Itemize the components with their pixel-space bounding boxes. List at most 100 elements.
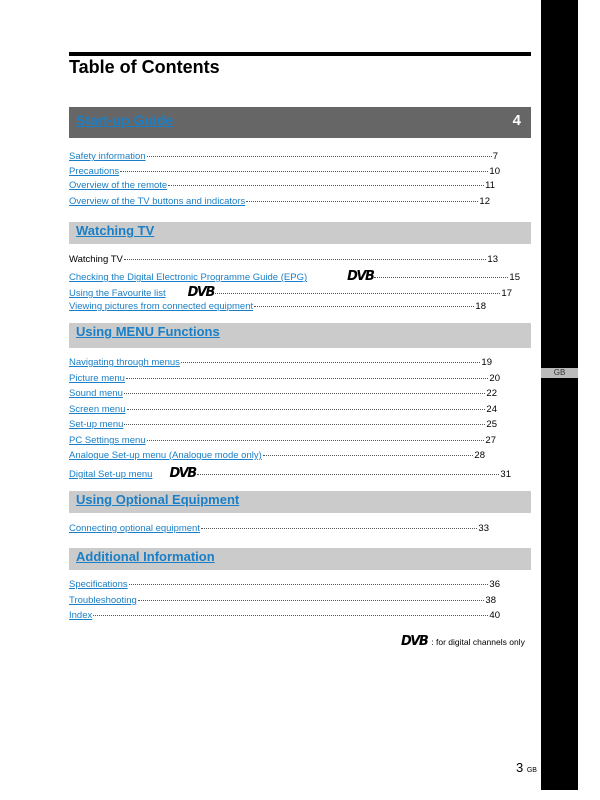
section-header-optional: Using Optional Equipment — [69, 491, 531, 513]
page-number-suffix: GB — [526, 767, 537, 774]
leader — [246, 201, 479, 202]
leader — [137, 600, 485, 601]
toc-entry[interactable]: Safety information 7 — [69, 151, 498, 163]
page-ref: 22 — [486, 388, 497, 399]
page-ref: 17 — [501, 288, 512, 299]
leader — [128, 584, 489, 585]
toc-entry[interactable]: Troubleshooting 38 — [69, 595, 496, 607]
leader — [168, 185, 485, 186]
toc-entry[interactable]: Precautions 10 — [69, 166, 500, 178]
toc-link[interactable]: Set-up menu — [69, 419, 124, 430]
toc-link[interactable]: Viewing pictures from connected equipmen… — [69, 301, 254, 312]
leader — [120, 171, 489, 172]
page-ref: 19 — [481, 357, 492, 368]
section-link[interactable]: Using MENU Functions — [76, 324, 220, 339]
dvb-logo-icon: DVB — [347, 269, 375, 284]
section-header-watching-tv: Watching TV — [69, 222, 531, 244]
toc-link[interactable]: Overview of the TV buttons and indicator… — [69, 196, 246, 207]
toc-entry[interactable]: Index 40 — [69, 610, 500, 622]
page-ref: 27 — [485, 435, 496, 446]
footnote-text: : for digital channels only — [431, 636, 525, 647]
leader — [200, 528, 478, 529]
page-ref: 18 — [475, 301, 486, 312]
toc-link[interactable]: Digital Set-up menu — [69, 469, 153, 480]
page-ref: 25 — [486, 419, 497, 430]
toc-link[interactable]: Safety information — [69, 151, 146, 162]
toc-link[interactable]: Troubleshooting — [69, 595, 137, 606]
leader — [180, 362, 481, 363]
toc-text: Watching TV — [69, 254, 123, 265]
leader — [125, 378, 489, 379]
footnote: DVB : for digital channels only — [401, 634, 525, 649]
leader — [126, 409, 486, 410]
section-header-menu: Using MENU Functions — [69, 323, 531, 348]
page-ref: 11 — [485, 180, 495, 191]
page-ref: 20 — [489, 373, 500, 384]
toc-link[interactable]: Connecting optional equipment — [69, 523, 200, 534]
toc-entry[interactable]: Connecting optional equipment 33 — [69, 523, 489, 535]
toc-entry[interactable]: Screen menu 24 — [69, 404, 497, 416]
page-ref: 13 — [487, 254, 498, 265]
toc-link[interactable]: Index — [69, 610, 93, 621]
side-tab-label: GB — [541, 368, 578, 378]
toc-entry[interactable]: Using the Favourite list DVB 17 — [69, 285, 512, 300]
toc-entry[interactable]: Watching TV 13 — [69, 254, 498, 266]
toc-entry[interactable]: Checking the Digital Electronic Programm… — [69, 269, 520, 284]
leader — [123, 259, 487, 260]
toc-entry[interactable]: Navigating through menus 19 — [69, 357, 492, 369]
section-link[interactable]: Using Optional Equipment — [76, 492, 240, 507]
page-number: 3 GB — [516, 760, 537, 775]
page-ref: 7 — [492, 151, 498, 162]
toc-link[interactable]: Precautions — [69, 166, 120, 177]
toc-link[interactable]: Checking the Digital Electronic Programm… — [69, 272, 308, 283]
leader — [374, 277, 509, 278]
section-link[interactable]: Watching TV — [76, 223, 155, 238]
page-ref: 12 — [479, 196, 490, 207]
toc-link[interactable]: Using the Favourite list — [69, 288, 166, 299]
toc-link[interactable]: Picture menu — [69, 373, 125, 384]
toc-link[interactable]: Analogue Set-up menu (Analogue mode only… — [69, 450, 262, 461]
page-number-value: 3 — [516, 760, 524, 775]
toc-entry[interactable]: PC Settings menu 27 — [69, 435, 496, 447]
page-ref: 15 — [509, 272, 520, 283]
page-ref: 31 — [500, 469, 511, 480]
leader — [93, 615, 489, 616]
dvb-logo-icon: DVB — [187, 285, 216, 300]
page-ref: 10 — [489, 166, 500, 177]
toc-entry[interactable]: Digital Set-up menu DVB 31 — [69, 466, 511, 481]
toc-link[interactable]: Screen menu — [69, 404, 126, 415]
leader — [146, 440, 485, 441]
section-link[interactable]: Additional Information — [76, 549, 215, 564]
toc-link[interactable]: Specifications — [69, 579, 128, 590]
leader — [123, 393, 486, 394]
side-tab — [541, 0, 578, 790]
section-number: 4 — [512, 112, 521, 129]
page-title: Table of Contents — [69, 57, 220, 77]
top-rule — [69, 52, 531, 56]
page-ref: 40 — [489, 610, 500, 621]
page-ref: 28 — [474, 450, 485, 461]
toc-entry[interactable]: Set-up menu 25 — [69, 419, 497, 431]
leader — [146, 156, 492, 157]
section-header-additional: Additional Information — [69, 548, 531, 570]
section-link[interactable]: Start-up Guide — [76, 112, 174, 128]
page-ref: 38 — [485, 595, 496, 606]
leader — [262, 455, 474, 456]
page-ref: 33 — [478, 523, 489, 534]
leader — [214, 293, 501, 294]
toc-entry[interactable]: Viewing pictures from connected equipmen… — [69, 301, 486, 313]
toc-link[interactable]: PC Settings menu — [69, 435, 146, 446]
toc-entry[interactable]: Overview of the remote 11 — [69, 180, 495, 192]
toc-entry[interactable]: Overview of the TV buttons and indicator… — [69, 196, 490, 208]
toc-entry[interactable]: Sound menu 22 — [69, 388, 497, 400]
toc-link[interactable]: Navigating through menus — [69, 357, 180, 368]
toc-entry[interactable]: Specifications 36 — [69, 579, 500, 591]
leader — [124, 424, 486, 425]
page-ref: 24 — [486, 404, 497, 415]
page-ref: 36 — [489, 579, 500, 590]
toc-link[interactable]: Sound menu — [69, 388, 123, 399]
toc-entry[interactable]: Picture menu 20 — [69, 373, 500, 385]
toc-entry[interactable]: Analogue Set-up menu (Analogue mode only… — [69, 450, 485, 462]
toc-link[interactable]: Overview of the remote — [69, 180, 168, 191]
